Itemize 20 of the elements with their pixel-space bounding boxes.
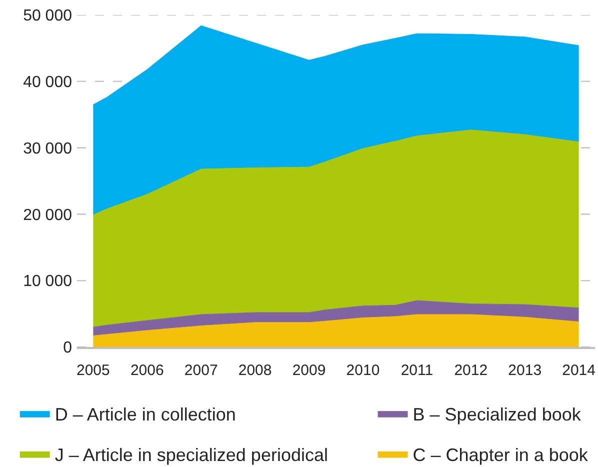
x-tick-label: 2005 [76, 362, 110, 379]
legend-label: D – Article in collection [54, 404, 236, 424]
x-tick-label: 2010 [346, 362, 380, 379]
y-tick-label: 50 000 [23, 8, 72, 25]
x-tick-label: 2014 [562, 362, 596, 379]
y-tick-label: 0 [63, 340, 72, 357]
legend-label: B – Specialized book [412, 404, 582, 424]
y-tick-label: 30 000 [23, 140, 72, 158]
x-tick-label: 2009 [292, 362, 326, 379]
x-tick-label: 2008 [238, 362, 272, 379]
x-tick-label: 2012 [454, 362, 488, 379]
y-tick-label: 20 000 [23, 206, 72, 224]
y-tick-label: 40 000 [23, 74, 72, 91]
x-tick-label: 2007 [184, 362, 218, 379]
legend-label: J – Article in specialized periodical [54, 444, 328, 465]
x-tick-label: 2011 [400, 362, 434, 379]
x-tick-label: 2006 [130, 362, 164, 379]
x-tick-label: 2013 [508, 362, 542, 379]
legend-label: C – Chapter in a book [412, 444, 589, 465]
y-tick-label: 10 000 [23, 273, 72, 290]
